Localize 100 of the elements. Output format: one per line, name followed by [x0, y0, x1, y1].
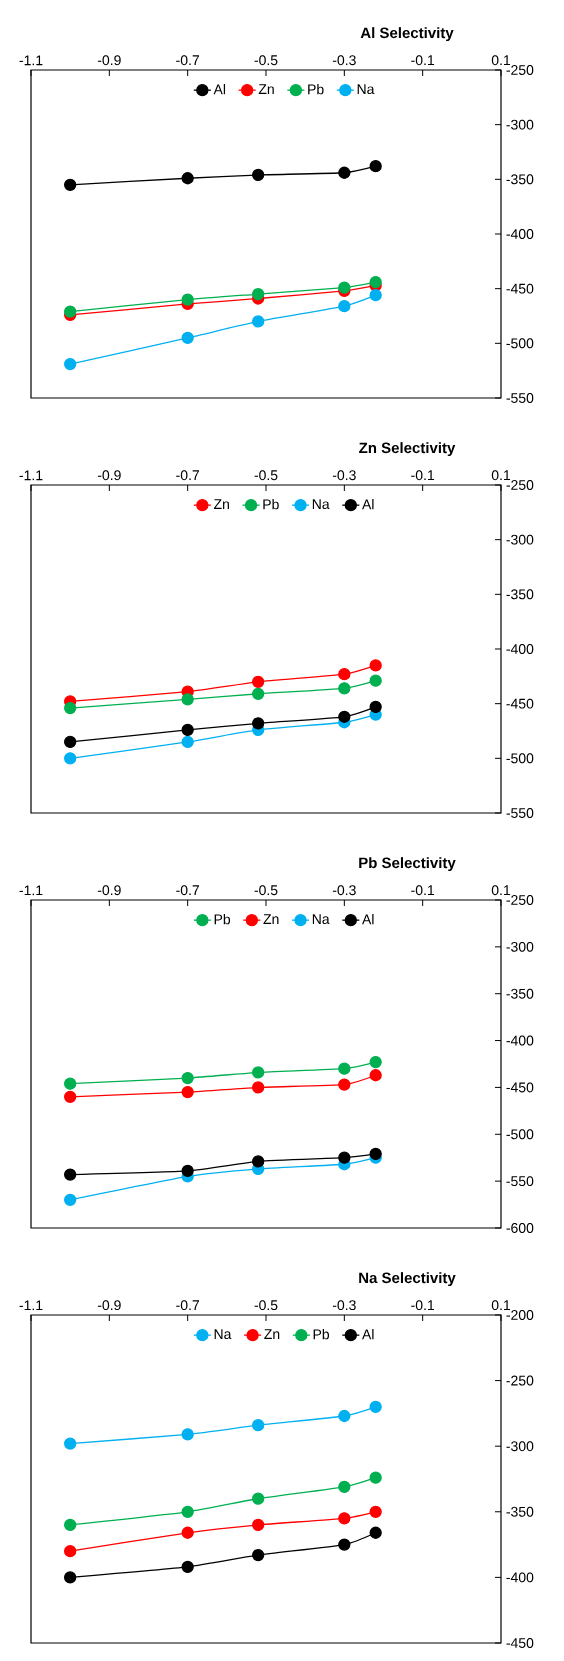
point — [338, 1512, 351, 1525]
x-tick-label: -0.9 — [97, 470, 121, 481]
point — [252, 1419, 265, 1432]
x-tick-label: -0.5 — [254, 470, 278, 481]
x-tick-label: -1.1 — [19, 55, 43, 66]
legend-label: Pb — [263, 499, 279, 510]
x-tick-label: -0.5 — [254, 55, 278, 66]
point — [369, 160, 382, 173]
point — [252, 1492, 265, 1505]
point — [338, 667, 351, 681]
point — [369, 1400, 382, 1413]
point — [369, 1055, 382, 1069]
point — [338, 1078, 351, 1091]
legend-label: Al — [362, 914, 374, 925]
x-tick-label: -0.9 — [97, 55, 121, 66]
point — [64, 1437, 77, 1450]
x-tick-label: -0.7 — [176, 1300, 200, 1311]
point — [64, 357, 77, 371]
y-tick-label: -350 — [506, 589, 534, 600]
point — [64, 1518, 77, 1532]
point — [369, 1526, 382, 1539]
point — [181, 331, 194, 345]
y-tick-label: -300 — [506, 1441, 534, 1452]
x-tick-label: 0.1 — [491, 885, 511, 896]
legend-label: Al — [213, 84, 226, 95]
y-tick-label: -550 — [506, 808, 534, 818]
y-tick-label: -250 — [506, 1375, 534, 1386]
chart-title: Na Selectivity — [359, 1272, 456, 1287]
point — [181, 1071, 194, 1085]
x-tick-label: -0.1 — [411, 1300, 435, 1311]
x-tick-label: -0.3 — [332, 1300, 356, 1311]
y-tick-label: -500 — [506, 753, 534, 764]
chart-title: Pb Selectivity — [359, 857, 456, 872]
x-tick-label: -0.5 — [254, 1300, 278, 1311]
point — [252, 168, 265, 182]
point — [369, 289, 382, 302]
x-tick-label: -1.1 — [19, 1300, 43, 1311]
x-tick-label: -0.3 — [332, 470, 356, 481]
point — [369, 700, 382, 714]
x-tick-label: -0.1 — [411, 885, 435, 896]
point — [252, 717, 265, 730]
point — [64, 1077, 77, 1090]
point — [369, 1505, 382, 1518]
point — [252, 1155, 265, 1168]
point — [338, 682, 351, 695]
y-tick-label: -550 — [506, 393, 534, 403]
y-tick-label: -450 — [506, 1638, 534, 1648]
x-tick-label: 0.1 — [491, 470, 511, 481]
y-tick-label: -450 — [506, 698, 534, 709]
point — [181, 1428, 194, 1441]
x-tick-label: -0.7 — [176, 885, 200, 896]
point — [64, 701, 77, 715]
point — [338, 1409, 351, 1423]
y-tick-label: -350 — [506, 174, 534, 185]
point — [369, 674, 382, 687]
x-tick-label: -0.7 — [176, 55, 200, 66]
legend-label: Pb — [308, 84, 324, 95]
legend-label: Na — [312, 914, 330, 925]
point — [181, 1505, 194, 1518]
point — [181, 693, 194, 706]
point — [252, 687, 265, 700]
point — [181, 735, 194, 749]
point — [252, 1081, 265, 1094]
legend-label: Zn — [264, 1329, 280, 1339]
x-tick-label: -0.1 — [411, 470, 435, 481]
y-tick-label: -400 — [506, 644, 534, 654]
legend-label: Na — [357, 84, 375, 95]
point — [252, 675, 265, 688]
point — [181, 1526, 194, 1539]
chart-title: Al Selectivity — [360, 27, 454, 42]
y-tick-label: -200 — [506, 1310, 534, 1320]
y-tick-label: -350 — [506, 988, 534, 999]
y-tick-label: -400 — [506, 1572, 534, 1583]
y-tick-label: -450 — [506, 1082, 534, 1093]
point — [369, 275, 382, 289]
legend-label: Pb — [214, 914, 231, 925]
x-tick-label: -0.9 — [97, 885, 121, 896]
point — [64, 1571, 77, 1584]
point — [181, 1560, 194, 1574]
point — [338, 1151, 351, 1164]
legend-label: Na — [312, 499, 330, 510]
point — [338, 710, 351, 723]
x-tick-label: -1.1 — [19, 470, 43, 481]
x-tick-label: -1.1 — [19, 885, 43, 896]
point — [369, 1471, 382, 1484]
point — [64, 1544, 77, 1558]
point — [64, 1168, 77, 1181]
point — [252, 1548, 265, 1562]
y-tick-label: -250 — [506, 480, 534, 490]
y-tick-label: -300 — [506, 534, 534, 545]
point — [252, 1066, 265, 1079]
x-tick-label: -0.5 — [254, 885, 278, 896]
y-tick-label: -600 — [506, 1223, 534, 1233]
point — [369, 1147, 382, 1161]
point — [252, 1518, 265, 1532]
point — [181, 723, 194, 737]
point — [64, 305, 77, 318]
point — [64, 735, 77, 749]
legend-label: Al — [362, 499, 374, 510]
x-tick-label: -0.1 — [411, 55, 435, 66]
